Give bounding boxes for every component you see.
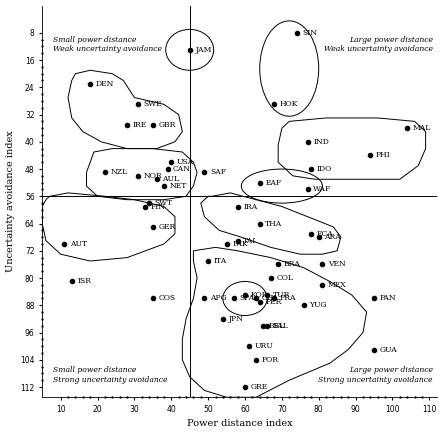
Text: SWE: SWE bbox=[144, 100, 162, 108]
Text: JAM: JAM bbox=[195, 46, 212, 54]
Text: SAF: SAF bbox=[210, 168, 226, 177]
Text: IRE: IRE bbox=[132, 121, 147, 129]
X-axis label: Power distance index: Power distance index bbox=[187, 419, 292, 428]
Text: NET: NET bbox=[169, 182, 187, 190]
Text: ITA: ITA bbox=[214, 257, 227, 265]
Text: TUR: TUR bbox=[272, 291, 290, 299]
Text: AUL: AUL bbox=[162, 175, 179, 183]
Text: NZL: NZL bbox=[110, 168, 128, 177]
Text: WAF: WAF bbox=[313, 185, 331, 194]
Text: URU: URU bbox=[254, 342, 273, 350]
Text: EAF: EAF bbox=[265, 179, 281, 187]
Text: VEN: VEN bbox=[328, 260, 346, 268]
Text: CAN: CAN bbox=[173, 165, 191, 173]
Text: GER: GER bbox=[158, 223, 175, 231]
Text: IDO: IDO bbox=[317, 165, 332, 173]
Text: Large power distance
Strong uncertainty avoidance: Large power distance Strong uncertainty … bbox=[319, 366, 433, 384]
Text: THA: THA bbox=[265, 220, 283, 227]
Text: FIN: FIN bbox=[151, 203, 166, 210]
Text: COS: COS bbox=[158, 295, 175, 302]
Text: TAI: TAI bbox=[243, 237, 256, 245]
Text: COL: COL bbox=[276, 274, 293, 282]
Text: DEN: DEN bbox=[96, 80, 114, 88]
Text: SIN: SIN bbox=[302, 29, 317, 37]
Text: SPA: SPA bbox=[240, 295, 255, 302]
Text: NOR: NOR bbox=[144, 172, 162, 180]
Text: SAL: SAL bbox=[272, 322, 288, 330]
Text: GBR: GBR bbox=[158, 121, 176, 129]
Text: MAL: MAL bbox=[413, 124, 431, 132]
Text: IND: IND bbox=[313, 138, 329, 146]
Text: HOK: HOK bbox=[280, 100, 299, 108]
Text: PHI: PHI bbox=[376, 151, 391, 159]
Y-axis label: Uncertainty avoidance index: Uncertainty avoidance index bbox=[6, 131, 15, 272]
Text: PAK: PAK bbox=[232, 240, 248, 248]
Text: GRE: GRE bbox=[251, 383, 268, 391]
Text: YUG: YUG bbox=[310, 301, 327, 309]
Text: ECA: ECA bbox=[317, 230, 334, 238]
Text: PER: PER bbox=[265, 298, 282, 306]
Text: PAN: PAN bbox=[380, 295, 396, 302]
Text: ISR: ISR bbox=[77, 277, 91, 286]
Text: FRA: FRA bbox=[280, 295, 296, 302]
Text: POR: POR bbox=[261, 356, 279, 364]
Text: CHL: CHL bbox=[261, 295, 279, 302]
Text: Large power distance
Weak uncertainty avoidance: Large power distance Weak uncertainty av… bbox=[324, 36, 433, 53]
Text: KOR: KOR bbox=[251, 291, 268, 299]
Text: BEL: BEL bbox=[269, 322, 285, 330]
Text: SWT: SWT bbox=[155, 199, 173, 207]
Text: Small power distance
Strong uncertainty avoidance: Small power distance Strong uncertainty … bbox=[53, 366, 168, 384]
Text: MEX: MEX bbox=[328, 281, 346, 289]
Text: AUT: AUT bbox=[70, 240, 87, 248]
Text: JPN: JPN bbox=[229, 315, 243, 323]
Text: USA: USA bbox=[177, 158, 194, 166]
Text: GUA: GUA bbox=[380, 345, 397, 354]
Text: ARA: ARA bbox=[324, 233, 341, 241]
Text: Small power distance
Weak uncertainty avoidance: Small power distance Weak uncertainty av… bbox=[53, 36, 162, 53]
Text: APG: APG bbox=[210, 295, 227, 302]
Text: IRA: IRA bbox=[243, 203, 257, 210]
Text: BRA: BRA bbox=[284, 260, 300, 268]
